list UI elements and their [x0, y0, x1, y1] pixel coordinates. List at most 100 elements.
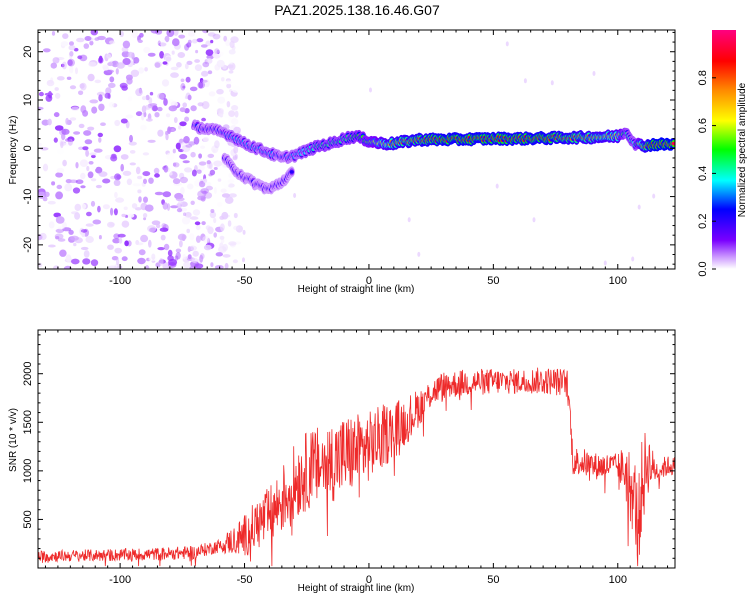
- spectrogram-noise-cell: [141, 112, 145, 121]
- snr-series-line: [38, 367, 675, 567]
- spectrogram-noise-cell: [147, 139, 156, 143]
- spectrogram-noise-cell: [105, 40, 110, 45]
- spectrogram-noise-cell: [135, 88, 143, 97]
- spectrogram-noise-cell: [407, 217, 411, 223]
- spectrogram-noise-cell: [211, 145, 219, 154]
- spectrogram-noise-cell: [109, 76, 115, 83]
- spectrogram-noise-cell: [221, 77, 225, 82]
- spectrogram-noise-cell: [102, 66, 109, 71]
- spectrogram-noise-cell: [218, 51, 224, 57]
- spectrogram-noise-cell: [175, 197, 185, 202]
- spectrogram-noise-cell: [134, 207, 142, 211]
- spectrogram-noise-cell: [50, 62, 57, 69]
- spectrogram-noise-cell: [62, 227, 72, 232]
- spectrogram-noise-cell: [80, 172, 86, 180]
- spectrogram-noise-cell: [198, 81, 204, 89]
- spectrogram-noise-cell: [167, 126, 172, 134]
- spectrogram-noise-cell: [189, 265, 197, 269]
- spectrogram-noise-cell: [55, 92, 61, 99]
- spectrogram-noise-cell: [57, 238, 66, 242]
- spectrogram-noise-cell: [140, 234, 149, 243]
- spectrogram-noise-cell: [206, 160, 211, 165]
- spectrogram-noise-cell: [187, 39, 192, 45]
- spectrogram-noise-cell: [69, 51, 74, 57]
- spectrogram-noise-cell: [194, 64, 202, 71]
- spectrogram-noise-cell: [224, 262, 229, 269]
- spectrogram-noise-cell: [193, 136, 200, 145]
- y-tick-label: 1500: [22, 410, 34, 434]
- spectrogram-noise-cell: [98, 103, 105, 112]
- spectrogram-noise-cell: [54, 87, 59, 91]
- spectrogram-noise-cell: [69, 85, 77, 90]
- spectrogram-noise-cell: [107, 221, 115, 228]
- y-tick-label: 1000: [22, 459, 34, 483]
- spectrogram-noise-cell: [46, 80, 54, 84]
- spectrogram-noise-cell: [116, 174, 122, 180]
- spectrogram-noise-cell: [63, 265, 72, 269]
- spectrogram-noise-cell: [179, 121, 187, 127]
- spectrogram-noise-cell: [90, 200, 96, 207]
- spectrogram-noise-cell: [55, 216, 65, 224]
- snr-x-axis: -100 -50 0 50 100: [44, 330, 669, 586]
- spectrogram-noise-cell: [233, 126, 242, 134]
- spectrogram-noise-cell: [46, 79, 55, 87]
- spectrogram-noise-cell: [71, 258, 80, 265]
- spectrogram-noise-cell: [183, 261, 191, 269]
- spectrogram-noise-cell: [98, 235, 102, 240]
- snr-x-label: Height of straight line (km): [298, 583, 415, 594]
- spectrogram-noise-cell: [207, 153, 215, 158]
- spectrogram-noise-cell: [523, 78, 527, 84]
- spectrogram-noise-cell: [226, 101, 231, 108]
- spectrogram-noise-cell: [121, 213, 126, 218]
- spectrogram-noise-cell: [114, 119, 121, 127]
- spectrogram-noise-cell: [157, 129, 164, 137]
- spectrogram-noise-cell: [210, 39, 214, 44]
- spectrogram-noise-cell: [151, 220, 161, 226]
- spectrogram-noise-cell: [213, 187, 217, 194]
- colorbar-label: Normalized spectral amplitude: [737, 82, 748, 217]
- spectrogram-noise-cell: [182, 85, 186, 89]
- spectrogram-noise-cell: [127, 51, 134, 58]
- spectrogram-noise-cell: [417, 251, 421, 257]
- spectrogram-noise-cell: [154, 173, 160, 178]
- spectrogram-noise-cell: [86, 165, 90, 172]
- spectrogram-noise-cell: [183, 212, 187, 216]
- spectrogram-noise-cell: [110, 155, 118, 162]
- spectrogram-noise-cell: [133, 57, 140, 64]
- spectrogram-noise-cell: [108, 265, 117, 269]
- spectrogram-noise-cell: [174, 255, 179, 261]
- spectrogram-noise-cell: [54, 125, 64, 131]
- spectrogram-noise-cell: [87, 73, 95, 82]
- spectrogram-noise-cell: [187, 94, 192, 101]
- x-tick-label: 0: [366, 574, 372, 586]
- spectrogram-noise-cell: [293, 193, 297, 198]
- spectrogram-noise-cell: [180, 83, 186, 91]
- spectrogram-noise-cell: [235, 225, 243, 233]
- spectrogram-noise-cell: [56, 167, 65, 173]
- spectrogram-noise-cell: [97, 57, 104, 64]
- spectrogram-noise-cell: [138, 67, 145, 74]
- spectrogram-noise-cell: [153, 167, 160, 174]
- y-tick-label: 10: [22, 94, 34, 106]
- spectrogram-y-axis: -20 -10 0 10 20: [22, 31, 675, 265]
- spectrogram-noise-cell: [172, 178, 181, 185]
- spectrogram-noise-cell: [55, 236, 60, 240]
- spectrogram-noise-cell: [165, 55, 172, 64]
- spectrogram-noise-cell: [190, 200, 195, 205]
- spectrogram-noise-cell: [198, 153, 203, 159]
- spectrogram-noise-cell: [44, 191, 50, 198]
- spectrogram-noise-cell: [112, 238, 121, 244]
- spectrogram-noise-cell: [65, 254, 72, 262]
- spectrogram-noise-cell: [97, 132, 104, 138]
- spectrogram-noise-cell: [143, 196, 148, 203]
- spectrogram-noise-cell: [227, 220, 232, 227]
- spectrogram-x-label: Height of straight line (km): [298, 284, 415, 295]
- spectrogram-noise-cell: [147, 52, 156, 57]
- spectrogram-noise-cell: [128, 141, 137, 146]
- spectrogram-noise-cell: [38, 142, 42, 147]
- spectrogram-noise-cell: [208, 91, 216, 97]
- spectrogram-noise-cell: [190, 105, 197, 112]
- spectrogram-noise-cell: [79, 159, 88, 167]
- spectrogram-noise-cell: [170, 66, 179, 71]
- spectrogram-noise-cell: [165, 132, 169, 141]
